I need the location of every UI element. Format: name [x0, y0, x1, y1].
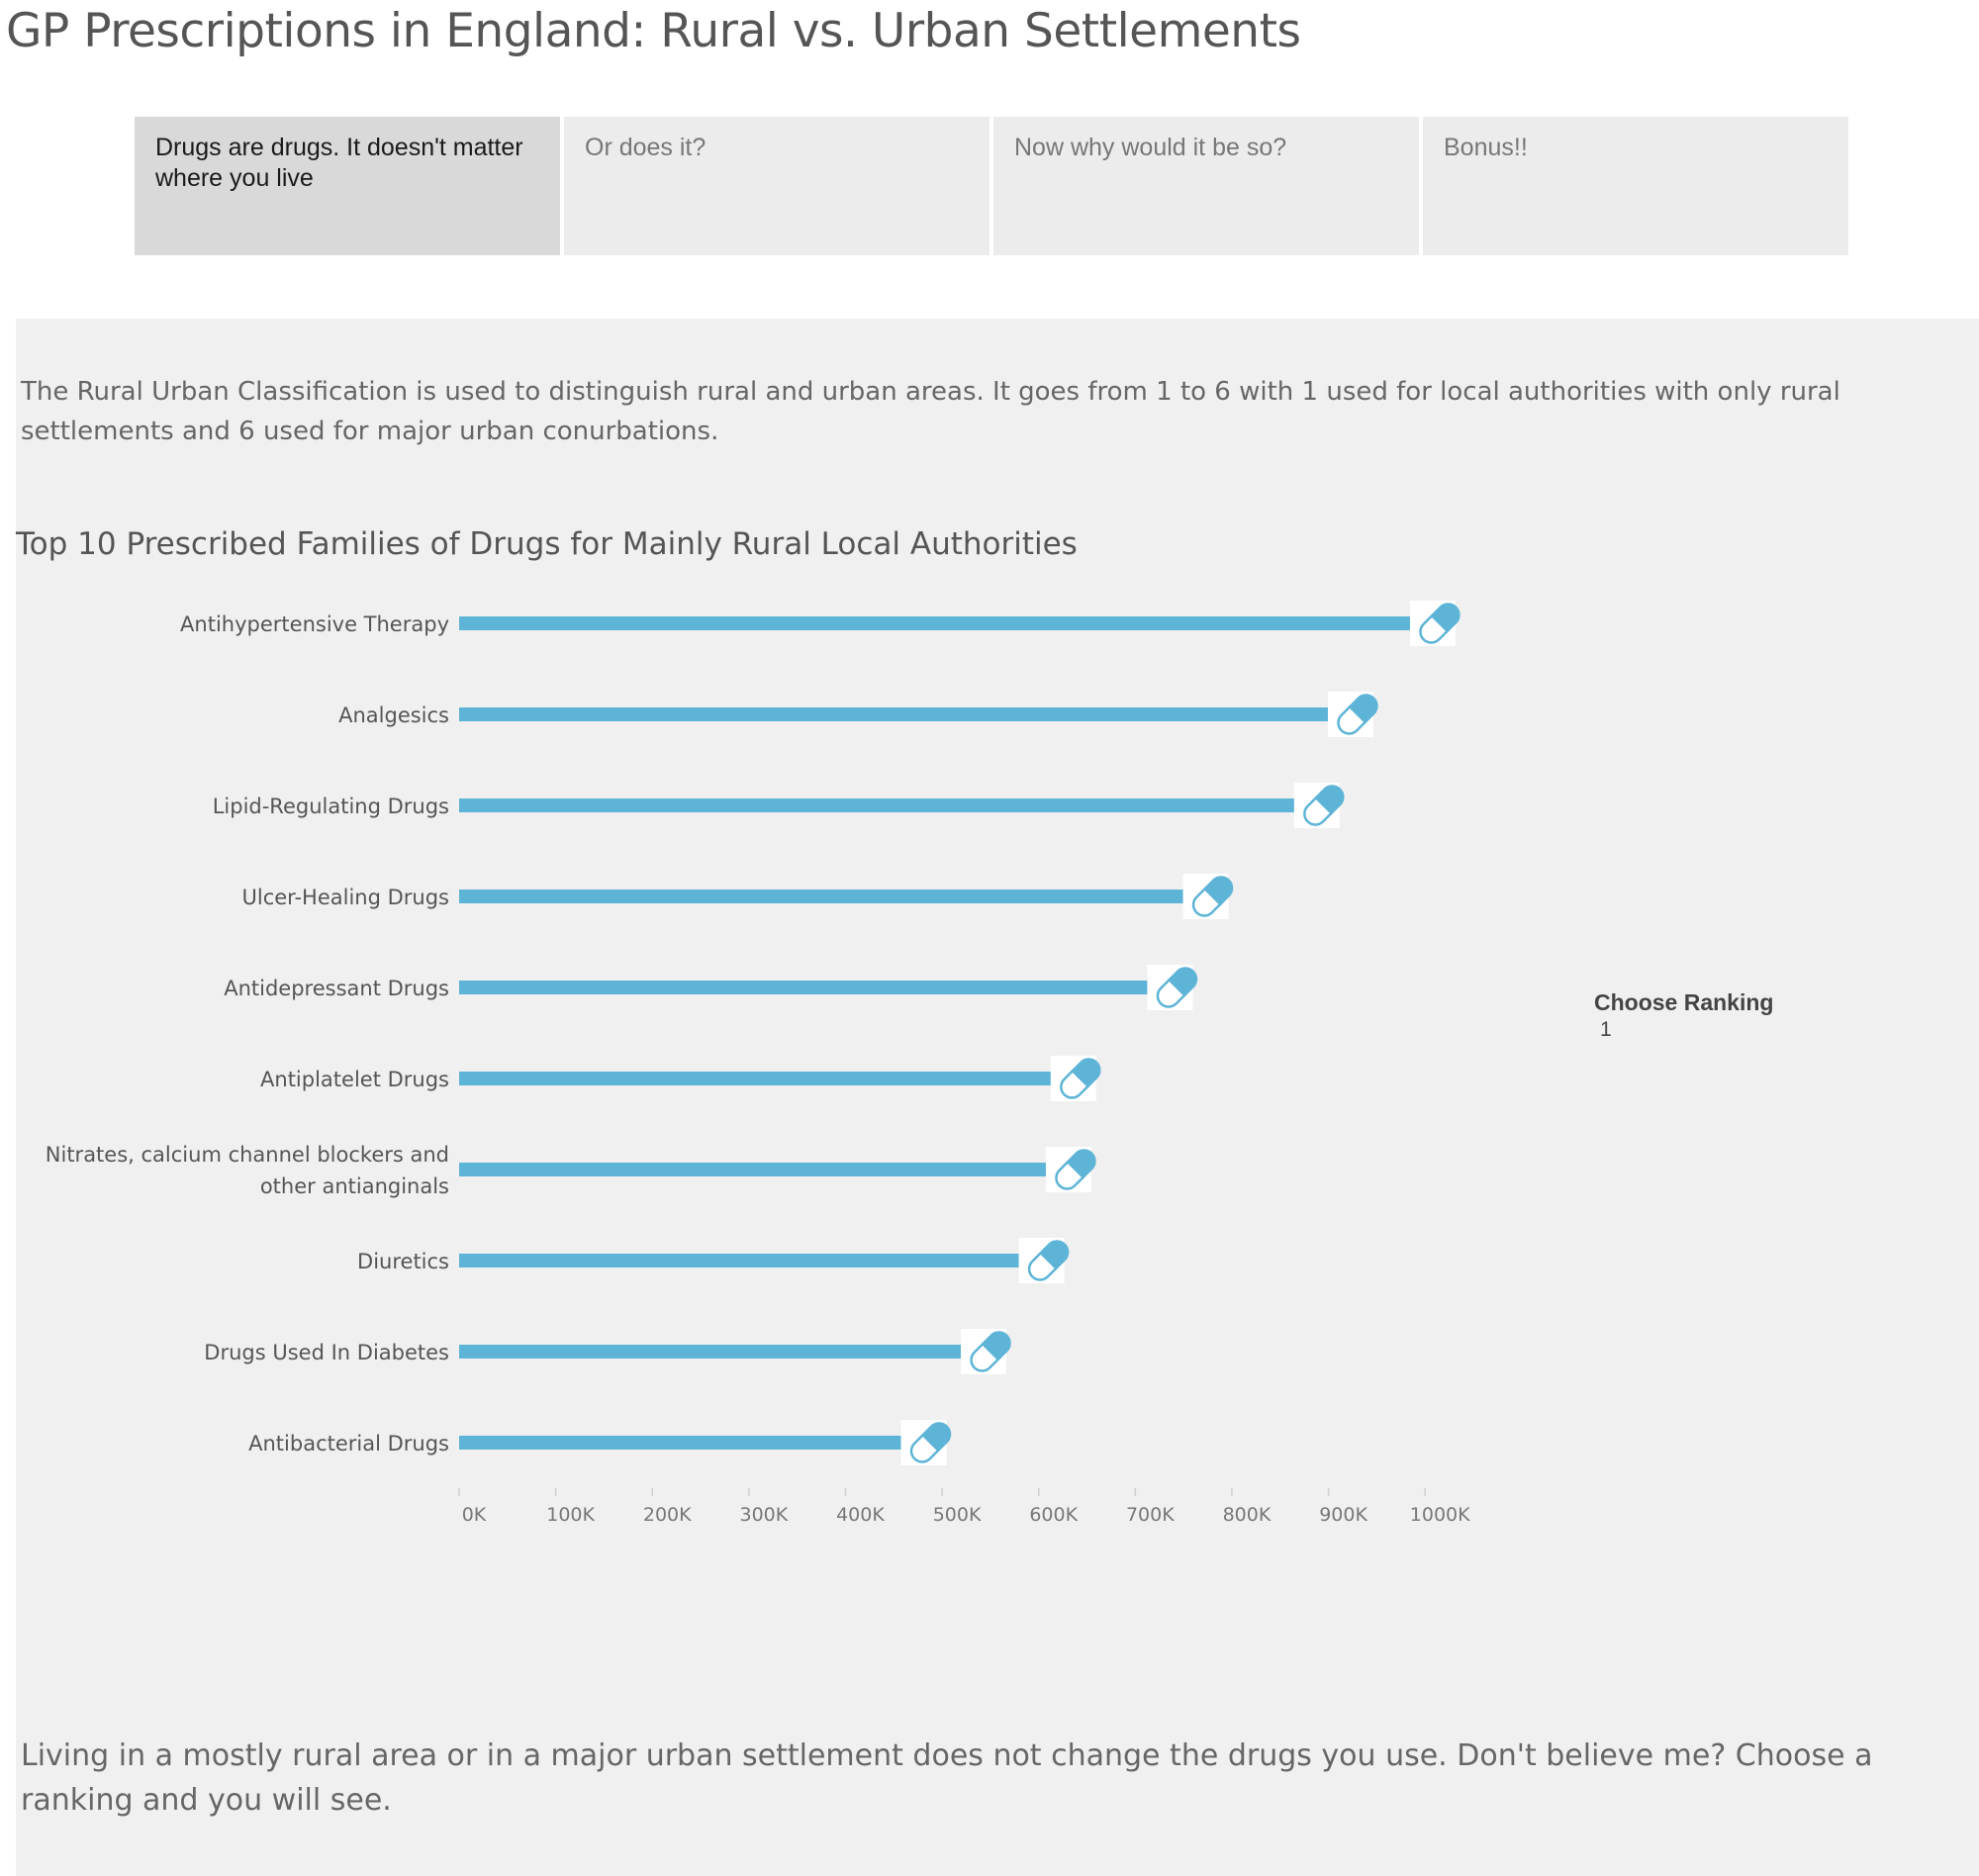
capsule-half-filled — [981, 1331, 1011, 1361]
x-tick-label: 1000K — [1410, 1504, 1470, 1526]
intro-text: The Rural Urban Classification is used t… — [21, 377, 1840, 446]
capsule-half-filled — [1039, 1240, 1070, 1270]
ranking-filter-value[interactable]: 1 — [1600, 1018, 1612, 1041]
bar — [459, 616, 1435, 630]
capsule-icon — [1182, 874, 1234, 919]
ranking-filter: Choose Ranking 1 — [1594, 989, 1773, 1042]
ranking-filter-label: Choose Ranking — [1594, 989, 1774, 1015]
tab-bonus[interactable]: Bonus!! — [1423, 117, 1848, 255]
x-tick-label: 900K — [1319, 1504, 1367, 1526]
chart-title: Top 10 Prescribed Families of Drugs for … — [16, 526, 1078, 562]
x-tick-label: 200K — [643, 1504, 692, 1526]
capsule-half-empty — [1191, 887, 1223, 917]
capsule-icon — [961, 1329, 1011, 1374]
capsule-icon — [1327, 692, 1378, 737]
capsule-half-empty — [1419, 613, 1450, 644]
capsule-half-empty — [1060, 1069, 1090, 1099]
bar — [459, 1254, 1044, 1267]
capsule-half-empty — [970, 1342, 1000, 1372]
capsule-half-filled — [1314, 785, 1345, 815]
x-tick-label: 300K — [739, 1504, 788, 1526]
capsule-icon — [1409, 601, 1461, 646]
bar — [459, 890, 1208, 903]
capsule-half-filled — [1071, 1058, 1101, 1088]
category-label: Ulcer-Healing Drugs — [242, 886, 450, 909]
capsule-half-empty — [909, 1433, 941, 1463]
capsule-icon — [1147, 965, 1198, 1010]
tab-drugs-are-drugs[interactable]: Drugs are drugs. It doesn't matter where… — [135, 117, 560, 255]
bar — [459, 981, 1173, 994]
tab-why-would-it-be-so[interactable]: Now why would it be so? — [993, 117, 1419, 255]
capsule-half-filled — [1167, 967, 1198, 997]
capsule-half-filled — [920, 1422, 952, 1453]
capsule-icon — [1018, 1238, 1070, 1283]
category-label: Diuretics — [357, 1250, 449, 1273]
x-tick-label: 800K — [1223, 1504, 1272, 1526]
category-label: Nitrates, calcium channel blockers and ot… — [46, 1143, 449, 1198]
bar — [459, 1436, 926, 1450]
x-tick-label: 500K — [933, 1504, 982, 1526]
tab-or-does-it[interactable]: Or does it? — [564, 117, 990, 255]
capsule-half-filled — [1348, 694, 1378, 724]
bar — [459, 798, 1319, 812]
x-tick-label: 0K — [462, 1504, 487, 1526]
page-title: GP Prescriptions in England: Rural vs. U… — [6, 4, 1301, 58]
capsule-half-empty — [1303, 796, 1334, 826]
category-label: Analgesics — [338, 704, 449, 727]
capsule-icon — [1293, 783, 1345, 828]
x-tick-label: 400K — [836, 1504, 885, 1526]
capsule-half-empty — [1027, 1251, 1059, 1281]
story-tabs: Drugs are drugs. It doesn't matter where… — [135, 117, 1848, 255]
category-label: Lipid-Regulating Drugs — [213, 795, 449, 818]
x-tick-label: 700K — [1126, 1504, 1175, 1526]
story-panel: The Rural Urban Classification is used t… — [16, 319, 1979, 1876]
category-label: Antiplatelet Drugs — [260, 1068, 449, 1091]
capsule-half-filled — [1430, 603, 1461, 633]
capsule-half-empty — [1337, 704, 1367, 735]
outro-text: Living in a mostly rural area or in a ma… — [21, 1738, 1873, 1818]
category-label: Antidepressant Drugs — [224, 977, 449, 1000]
bar-chart: Antihypertensive Therapy Analgesics Lipid-… — [46, 601, 1493, 1526]
bar — [459, 1163, 1071, 1176]
capsule-half-empty — [1156, 978, 1186, 1008]
capsule-icon — [1045, 1147, 1096, 1192]
capsule-icon — [1050, 1056, 1101, 1101]
category-label: Antibacterial Drugs — [248, 1432, 449, 1455]
bar — [459, 1345, 987, 1359]
bar — [459, 707, 1353, 721]
x-tick-label: 600K — [1029, 1504, 1078, 1526]
category-label: Antihypertensive Therapy — [180, 612, 449, 636]
category-label: Drugs Used In Diabetes — [204, 1341, 449, 1364]
bar — [459, 1072, 1076, 1085]
capsule-half-empty — [1055, 1160, 1085, 1190]
capsule-half-filled — [1203, 876, 1234, 906]
x-tick-label: 100K — [546, 1504, 595, 1526]
capsule-icon — [900, 1420, 952, 1465]
